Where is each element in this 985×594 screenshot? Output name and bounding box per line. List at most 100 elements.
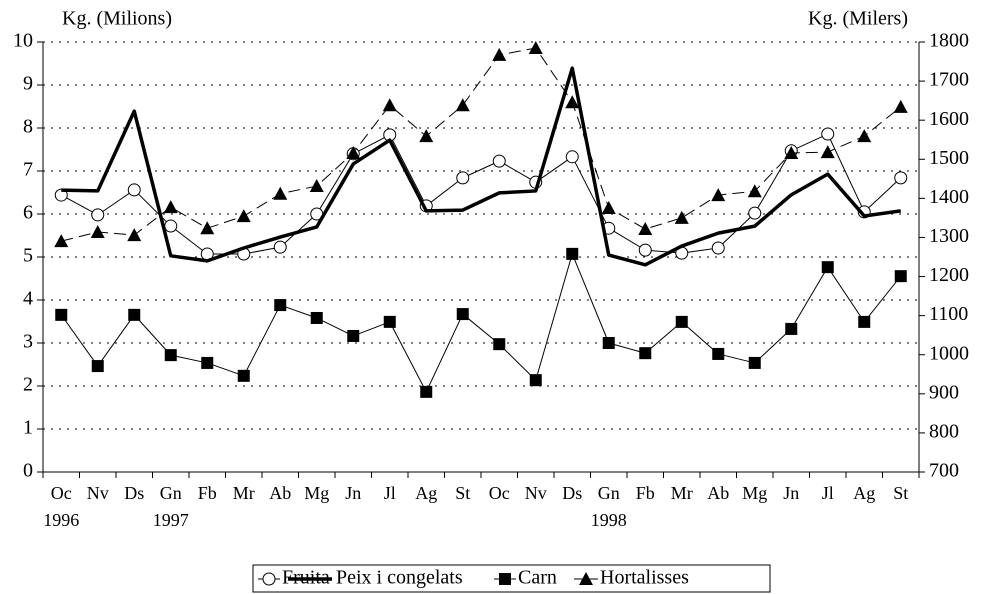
marker bbox=[201, 356, 214, 369]
marker bbox=[499, 573, 511, 585]
marker bbox=[200, 221, 215, 235]
marker bbox=[456, 171, 470, 185]
y2-tick-label: 1800 bbox=[929, 30, 969, 52]
marker bbox=[164, 349, 177, 362]
y-tick-label: 6 bbox=[23, 202, 33, 224]
marker bbox=[273, 240, 287, 254]
x-tick-label: Jl bbox=[822, 483, 834, 503]
x-tick-label: Gn bbox=[160, 483, 182, 503]
marker bbox=[236, 209, 251, 223]
y-tick-label: 5 bbox=[23, 245, 33, 267]
x-tick-label: St bbox=[455, 483, 470, 503]
y-tick-label: 1 bbox=[23, 417, 33, 439]
marker bbox=[638, 243, 652, 257]
y-tick-label: 4 bbox=[23, 288, 33, 310]
y-tick-label: 7 bbox=[23, 159, 33, 181]
x-tick-label: Ag bbox=[853, 483, 875, 503]
legend-label: Carn bbox=[518, 567, 557, 589]
x-tick-label: Mr bbox=[233, 483, 255, 503]
marker bbox=[529, 374, 542, 387]
marker bbox=[893, 99, 908, 113]
y-tick-label: 0 bbox=[23, 460, 33, 482]
y2-tick-label: 1000 bbox=[929, 342, 969, 364]
marker bbox=[528, 41, 543, 55]
marker bbox=[455, 98, 470, 112]
y-tick-label: 8 bbox=[23, 116, 33, 138]
marker bbox=[163, 200, 178, 214]
marker bbox=[601, 200, 616, 214]
marker bbox=[91, 360, 104, 373]
marker bbox=[493, 338, 506, 351]
marker bbox=[127, 228, 142, 242]
x-tick-label: Nv bbox=[525, 483, 547, 503]
marker bbox=[309, 179, 324, 193]
marker bbox=[748, 206, 762, 220]
marker bbox=[894, 270, 907, 283]
y-tick-label: 2 bbox=[23, 374, 33, 396]
x-year-label: 1996 bbox=[43, 510, 79, 530]
marker bbox=[383, 315, 396, 328]
marker bbox=[492, 47, 507, 61]
marker bbox=[347, 329, 360, 342]
marker bbox=[858, 315, 871, 328]
y-tick-label: 10 bbox=[13, 30, 33, 52]
series-line bbox=[60, 253, 902, 393]
marker bbox=[785, 322, 798, 335]
marker bbox=[711, 188, 726, 202]
marker bbox=[128, 308, 141, 321]
x-tick-label: Oc bbox=[489, 483, 510, 503]
marker bbox=[638, 222, 653, 236]
x-tick-label: Ag bbox=[415, 483, 437, 503]
x-year-label: 1998 bbox=[591, 510, 627, 530]
x-tick-label: Fb bbox=[198, 483, 217, 503]
marker bbox=[748, 356, 761, 369]
marker bbox=[675, 315, 688, 328]
marker bbox=[565, 150, 579, 164]
marker bbox=[382, 98, 397, 112]
marker bbox=[346, 145, 361, 159]
x-tick-label: Jl bbox=[384, 483, 396, 503]
marker bbox=[857, 129, 872, 143]
marker bbox=[55, 308, 68, 321]
marker bbox=[602, 337, 615, 349]
y2-tick-label: 1100 bbox=[929, 303, 968, 325]
x-tick-label: St bbox=[893, 483, 908, 503]
marker bbox=[894, 171, 908, 185]
marker bbox=[456, 308, 469, 321]
marker bbox=[310, 311, 323, 324]
marker bbox=[419, 129, 434, 143]
marker bbox=[820, 145, 835, 159]
x-tick-label: Mg bbox=[304, 483, 329, 503]
marker bbox=[579, 572, 593, 585]
series-line bbox=[61, 66, 901, 267]
y2-tick-label: 1600 bbox=[929, 108, 969, 130]
x-year-label: 1997 bbox=[153, 510, 189, 530]
y2-tick-label: 700 bbox=[929, 460, 959, 482]
marker bbox=[90, 225, 105, 239]
marker bbox=[566, 247, 579, 260]
marker bbox=[54, 188, 68, 202]
x-tick-label: Ab bbox=[269, 483, 291, 503]
y2-axis-label: Kg. (Milers) bbox=[808, 8, 908, 30]
y2-tick-label: 800 bbox=[929, 421, 959, 443]
marker bbox=[164, 219, 178, 233]
y-axis-label: Kg. (Milions) bbox=[62, 8, 172, 30]
y2-tick-label: 1500 bbox=[929, 147, 969, 169]
x-tick-label: Fb bbox=[636, 483, 655, 503]
marker bbox=[821, 261, 834, 274]
marker bbox=[237, 369, 250, 382]
x-tick-label: Ds bbox=[124, 483, 144, 503]
series-line bbox=[61, 133, 902, 255]
y2-tick-label: 1700 bbox=[929, 69, 969, 91]
marker bbox=[420, 385, 433, 398]
marker bbox=[639, 347, 652, 360]
y-tick-label: 3 bbox=[23, 331, 33, 353]
legend-label: Hortalisses bbox=[600, 567, 689, 589]
marker bbox=[91, 208, 105, 222]
x-tick-label: Mr bbox=[671, 483, 693, 503]
marker bbox=[674, 210, 689, 224]
x-tick-label: Nv bbox=[87, 483, 109, 503]
marker bbox=[127, 183, 141, 197]
